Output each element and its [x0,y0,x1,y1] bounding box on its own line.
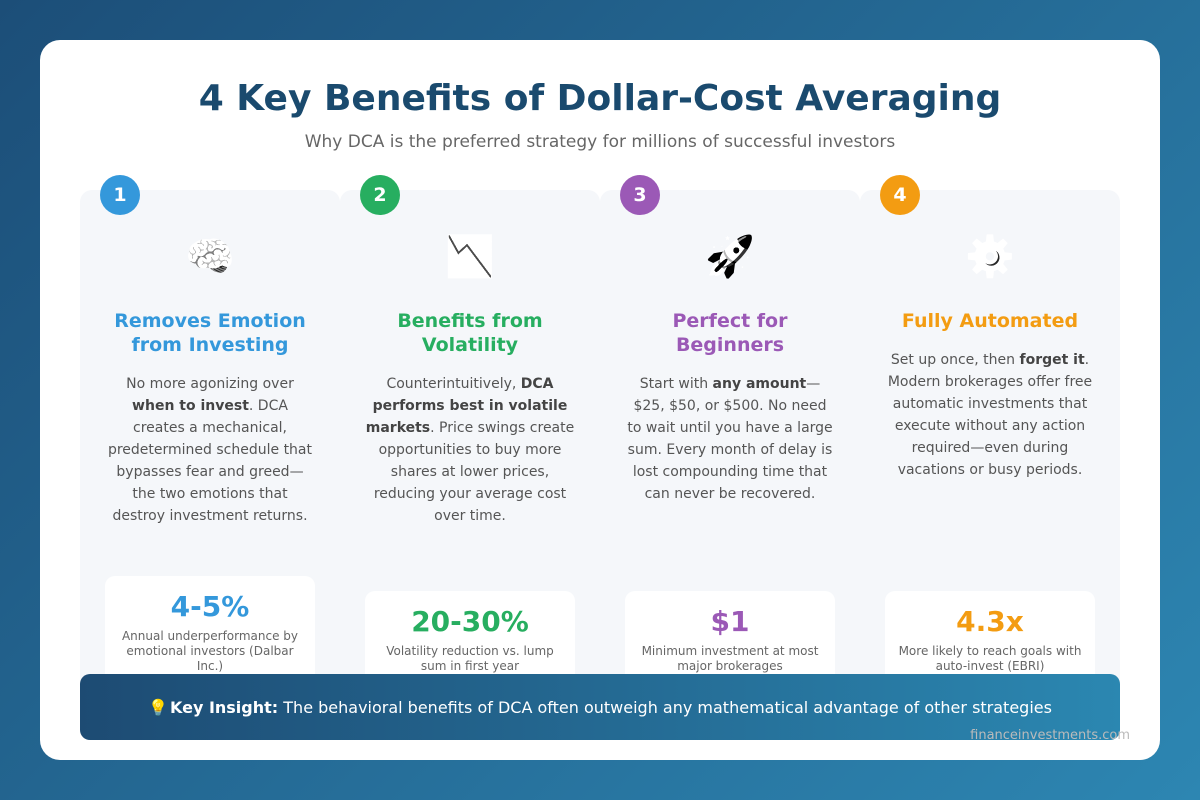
text-segment: Set up once, then [890,352,1020,368]
panel: 4 Key Benefits of Dollar-Cost Averaging … [40,40,1160,760]
benefit-card: 3 🚀 Perfect for Beginners Start with any am… [600,175,860,690]
insight-text: The behavioral benefits of DCA often out… [278,697,1052,717]
emphasis: DCA performs best in volatile markets [365,376,568,436]
card-number: 2 [360,175,400,215]
text-segment: . Modern brokerages offer free automatic… [887,352,1093,478]
stat-value: 20-30% [411,605,529,638]
card-number: 1 [100,175,140,215]
card-title: Fully Automated [901,310,1079,332]
card-title: Removes Emotion from Investing [114,310,306,356]
stat-label: More likely to reach goals with auto-inv… [898,644,1082,673]
insight-icon: 💡 [148,697,168,717]
text-segment: . DCA creates a mechanical, predetermine… [107,398,313,524]
stat-label: Volatility reduction vs. lump sum in fir… [386,644,554,673]
stat-value: $1 [710,605,750,638]
emphasis: when to invest [132,398,249,414]
benefit-card: 1 🧠 Removes Emotion from Investing No more … [80,175,340,690]
card-icon: 🧠 [185,234,235,280]
title: 4 Key Benefits of Dollar-Cost Averaging [198,78,1002,119]
card-description: Counterintuitively, DCA performs best in… [365,373,575,527]
emphasis: any amount [712,376,807,392]
stat-value: 4.3x [956,605,1024,638]
text-segment: —$25, $50, or $500. No need to wait unti… [627,376,833,502]
stat-box: 4-5% Annual underperformance by emotional… [105,576,315,690]
insight-label: Key Insight: [169,697,279,717]
stat-box: $1 Minimum investment at most major broke… [625,591,835,690]
card-icon: ⚙️ [965,234,1015,280]
text-segment: No more agonizing over [126,376,294,392]
card-description: Start with any amount—$25, $50, or $500.… [625,373,835,505]
card-title: Perfect for Beginners [672,310,788,356]
cards: 1 🧠 Removes Emotion from Investing No more … [80,175,1120,690]
subtitle: Why DCA is the preferred strategy for mi… [304,132,896,152]
stat-value: 4-5% [170,590,250,623]
insight-bar: 💡 Key Insight: The behavioral benefits o… [80,674,1120,740]
emphasis: forget it [1019,352,1085,368]
source: financeinvestments.com [970,728,1130,743]
benefit-card: 4 ⚙️ Fully Automated Set up once, then forg… [860,175,1120,690]
text-segment: Start with [639,376,713,392]
stat-box: 4.3x More likely to reach goals with auto… [885,591,1095,690]
card-title: Benefits from Volatility [397,310,543,356]
stat-label: Annual underperformance by emotional inv… [121,629,299,673]
card-number: 3 [620,175,660,215]
stat-box: 20-30% Volatility reduction vs. lump sum … [365,591,575,690]
card-number: 4 [880,175,920,215]
benefit-card: 2 📉 Benefits from Volatility Counterintuiti… [340,175,600,690]
card-description: Set up once, then forget it. Modern brok… [885,349,1095,481]
text-segment: Counterintuitively, [386,376,521,392]
text-segment: . Price swings create opportunities to b… [373,420,575,524]
card-icon: 📉 [445,234,495,280]
card-icon: 🚀 [705,234,755,280]
card-description: No more agonizing over when to invest. D… [105,373,315,527]
stat-label: Minimum investment at most major brokera… [641,644,819,673]
